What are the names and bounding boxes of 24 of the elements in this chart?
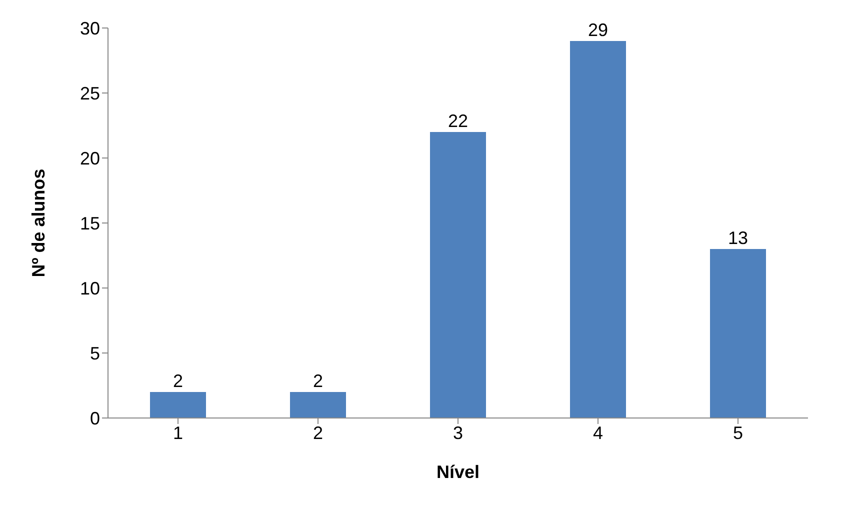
x-tick-label: 3 — [452, 422, 464, 443]
y-tick-label: 25 — [80, 83, 100, 104]
x-tick-label: 1 — [172, 422, 184, 443]
x-tick-label: 2 — [312, 422, 324, 443]
y-tick-label: 0 — [90, 408, 100, 428]
y-tick-label: 30 — [80, 18, 100, 38]
y-tick-label: 15 — [80, 213, 100, 234]
y-tick-label: 20 — [80, 148, 100, 168]
y-tick-label: 10 — [80, 278, 100, 298]
data-label: 13 — [728, 228, 748, 248]
x-tick-label: 5 — [732, 422, 744, 443]
bar — [290, 392, 346, 418]
bar — [710, 249, 766, 418]
y-tick-label: 5 — [90, 343, 100, 364]
y-axis-title: Nº de alunos — [28, 168, 48, 278]
data-label: 22 — [448, 111, 468, 131]
data-label: 29 — [588, 20, 608, 40]
bar — [570, 41, 626, 418]
x-tick-label: 4 — [592, 422, 604, 443]
x-axis-title: Nível — [436, 462, 480, 482]
bar — [430, 132, 486, 418]
bar — [150, 392, 206, 418]
data-label: 2 — [172, 371, 184, 391]
data-label: 2 — [312, 371, 324, 391]
